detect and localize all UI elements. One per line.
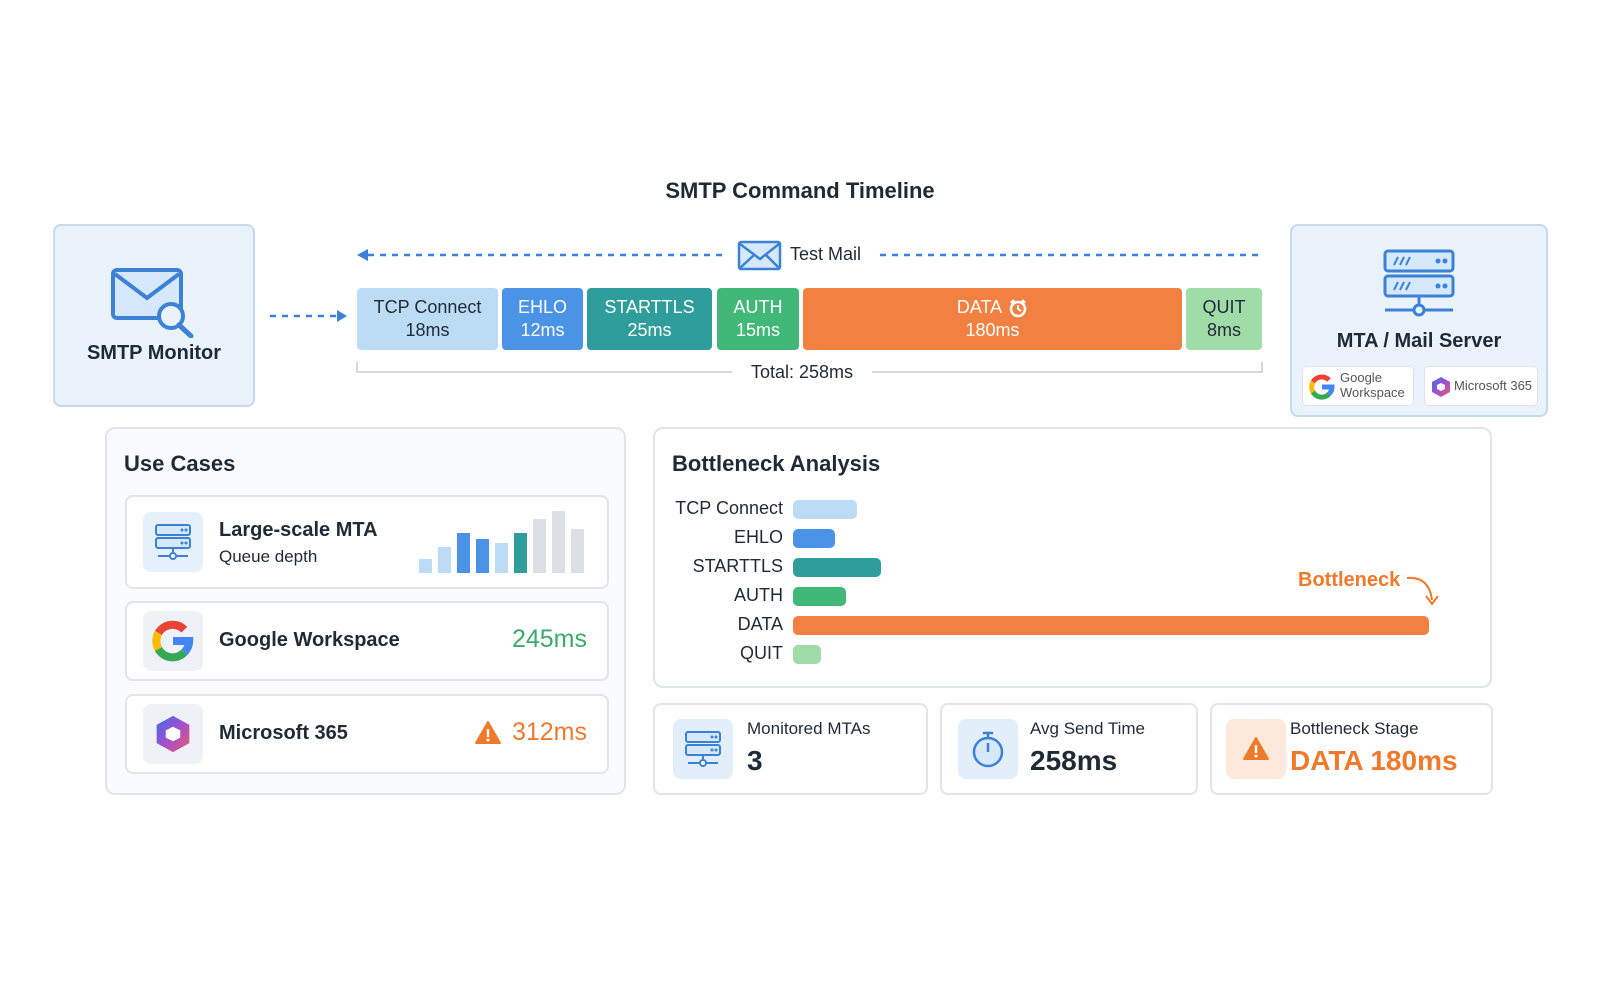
icon: [143, 704, 203, 764]
stat-label: Avg Send Time: [1030, 719, 1145, 738]
bar-label: STARTTLS: [692, 556, 783, 576]
stat-card: Monitored MTAs 3: [653, 703, 928, 795]
segment-value: 15ms: [735, 320, 780, 340]
server-icon: [1383, 249, 1455, 317]
segment-head: TCP Connect: [374, 296, 482, 319]
timeline-segment: STARTTLS 25ms: [587, 288, 712, 350]
badge-label: Google Workspace: [1340, 370, 1405, 400]
stat-card: Bottleneck Stage DATA 180ms: [1210, 703, 1493, 795]
ms365-logo: [1432, 377, 1450, 397]
segment-name: QUIT: [1202, 297, 1246, 317]
segment-value: 25ms: [627, 320, 672, 340]
segment-head: AUTH: [734, 296, 783, 319]
server-icon: [155, 524, 191, 560]
use-case-value: 245ms: [511, 625, 587, 653]
total-label: Total: 258ms: [750, 362, 854, 382]
bottleneck-panel: Bottleneck Analysis Bottleneck TCP Conne…: [653, 427, 1492, 688]
panel-title: Use Cases: [124, 451, 236, 476]
use-case-card: Large-scale MTA Queue depth: [125, 495, 609, 589]
google-logo: [152, 620, 194, 662]
warning-icon: [1242, 737, 1269, 760]
timeline-segment: EHLO 12ms: [502, 288, 583, 350]
timeline-segment: DATA 180ms: [803, 288, 1182, 350]
segment-value: 8ms: [1206, 320, 1241, 340]
segment-value: 18ms: [405, 320, 450, 340]
connectors: [270, 240, 1263, 373]
bar: [793, 587, 846, 606]
segment-name: AUTH: [733, 297, 783, 317]
monitor-label: SMTP Monitor: [86, 342, 222, 364]
stat-value: 258ms: [1030, 745, 1118, 776]
bar: [793, 529, 836, 548]
warning-icon: [475, 721, 501, 744]
segment-head: STARTTLS: [604, 296, 694, 319]
server-title: MTA / Mail Server: [1336, 330, 1502, 352]
icon: [143, 512, 203, 572]
segment-name: DATA: [956, 297, 1003, 317]
timeline-segment: TCP Connect 18ms: [357, 288, 498, 350]
bar: [793, 645, 822, 664]
clock-icon: [1008, 298, 1028, 318]
use-case-card: Google Workspace 245ms: [125, 601, 609, 681]
stat-label: Monitored MTAs: [747, 719, 871, 738]
segment-name: TCP Connect: [373, 297, 482, 317]
queue-sparkbars: [419, 511, 584, 573]
annotation-arrow: [1406, 576, 1439, 606]
bottleneck-annotation: Bottleneck: [1298, 569, 1401, 591]
title: SMTP Command Timeline: [665, 178, 935, 203]
use-case-title: Google Workspace: [219, 629, 400, 651]
bar-label: DATA: [737, 614, 783, 634]
use-case-card: Microsoft 365 312ms: [125, 694, 609, 774]
segment-value: 180ms: [965, 320, 1020, 340]
stat-value: 3: [747, 745, 763, 776]
icon: [1226, 719, 1286, 779]
segment-head: QUIT: [1203, 296, 1246, 319]
badge-label: Microsoft 365: [1454, 378, 1533, 393]
timeline-segment: AUTH 15ms: [717, 288, 799, 350]
google-logo: [1309, 374, 1335, 400]
clock-icon: [1009, 298, 1027, 317]
stat-value: DATA 180ms: [1290, 745, 1458, 776]
icon: [673, 719, 733, 779]
badge: Google Workspace: [1302, 366, 1414, 406]
bar-label: EHLO: [733, 527, 783, 547]
monitor-box: SMTP Monitor: [53, 224, 255, 407]
use-cases-panel: Use Cases Large-scale MTA Queue depth Go…: [105, 427, 626, 795]
server-box: MTA / Mail Server Google Workspace Micro…: [1290, 224, 1548, 417]
bar-label: TCP Connect: [675, 498, 783, 518]
monitor-icon: [111, 268, 194, 338]
segment-value: 12ms: [520, 320, 565, 340]
ms365-logo: [156, 715, 190, 753]
icon: [958, 719, 1018, 779]
stat-card: Avg Send Time 258ms: [940, 703, 1198, 795]
server-icon: [685, 731, 721, 767]
use-case-title: Microsoft 365: [219, 722, 348, 744]
bar-label: QUIT: [740, 643, 783, 663]
bar: [793, 500, 857, 519]
bar-label: AUTH: [734, 585, 783, 605]
stat-label: Bottleneck Stage: [1290, 719, 1419, 738]
use-case-value: 312ms: [511, 718, 587, 746]
test-mail-label: Test Mail: [790, 244, 862, 264]
stopwatch-icon: [972, 731, 1004, 768]
bar: [793, 558, 882, 577]
segment-name: STARTTLS: [604, 297, 695, 317]
use-case-title: Large-scale MTA: [219, 519, 378, 541]
icon: [143, 611, 203, 671]
panel-title: Bottleneck Analysis: [672, 451, 881, 476]
segment-head: EHLO: [518, 296, 567, 319]
timeline-segment: QUIT 8ms: [1186, 288, 1262, 350]
use-case-subtitle: Queue depth: [219, 547, 318, 566]
bar: [793, 616, 1429, 635]
badge: Microsoft 365: [1424, 366, 1538, 406]
segment-head: DATA: [957, 296, 1028, 319]
segment-name: EHLO: [517, 297, 568, 317]
